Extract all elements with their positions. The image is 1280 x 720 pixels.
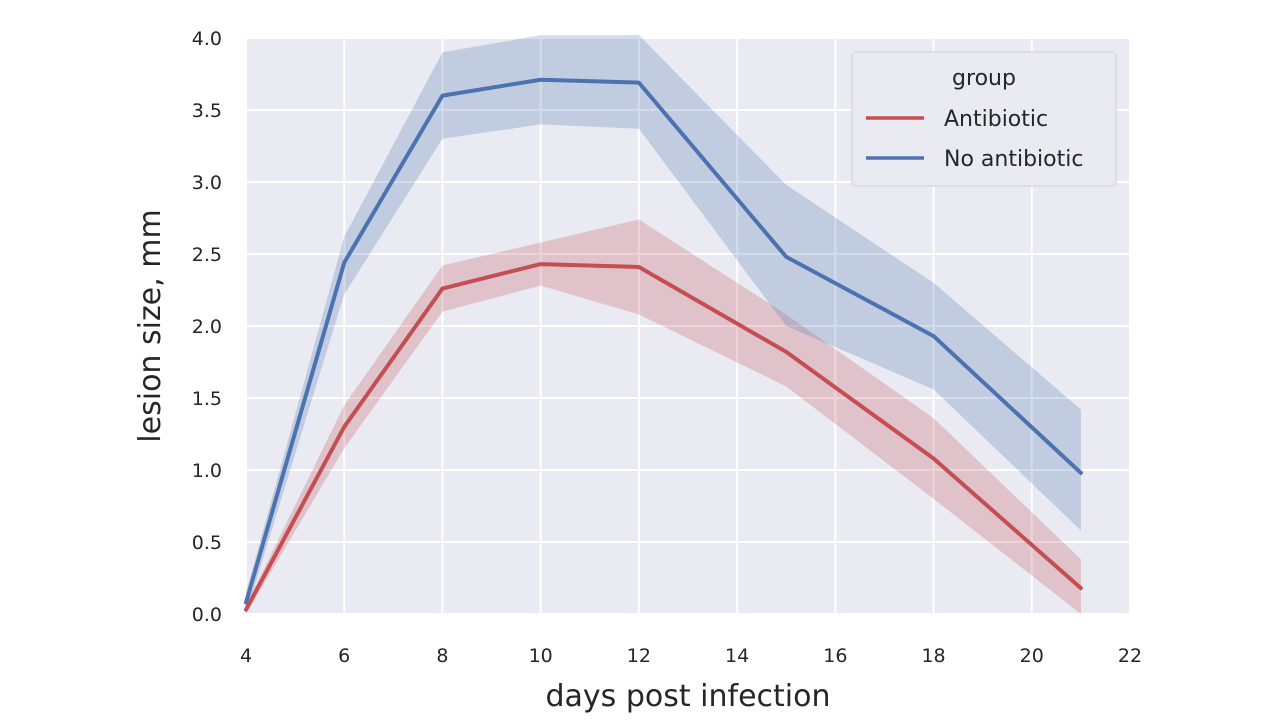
y-tick-label: 3.5 (192, 100, 222, 122)
x-tick-label: 4 (240, 645, 252, 667)
legend-title: group (952, 66, 1016, 91)
legend-label-no-antibiotic: No antibiotic (944, 147, 1083, 172)
series-line-no-antibiotic (244, 77, 1083, 605)
legend: group Antibiotic No antibiotic (851, 51, 1117, 187)
x-tick-label: 10 (529, 645, 553, 667)
series-lines (244, 77, 1083, 612)
x-tick-label: 8 (436, 645, 448, 667)
x-tick-label: 6 (338, 645, 350, 667)
y-axis-ticks: 0.0 0.5 1.0 1.5 2.0 2.5 3.0 3.5 4.0 (192, 28, 222, 626)
y-tick-label: 2.0 (192, 316, 222, 338)
y-tick-label: 2.5 (192, 244, 222, 266)
y-tick-label: 0.5 (192, 532, 222, 554)
y-tick-label: 3.0 (192, 172, 222, 194)
x-tick-label: 20 (1020, 645, 1044, 667)
legend-label-antibiotic: Antibiotic (944, 107, 1048, 132)
x-tick-label: 14 (725, 645, 749, 667)
x-axis-title: days post infection (546, 679, 831, 714)
y-tick-label: 1.5 (192, 388, 222, 410)
y-tick-label: 0.0 (192, 604, 222, 626)
x-tick-label: 22 (1118, 645, 1142, 667)
x-tick-label: 18 (921, 645, 945, 667)
x-tick-label: 12 (627, 645, 651, 667)
y-tick-label: 1.0 (192, 460, 222, 482)
ci-band-antibiotic (246, 219, 1081, 614)
y-axis-title: lesion size, mm (133, 209, 168, 442)
x-tick-label: 16 (823, 645, 847, 667)
x-axis-ticks: 4 6 8 10 12 14 16 18 20 22 (240, 645, 1142, 667)
series-line-antibiotic (244, 262, 1083, 612)
legend-box (851, 51, 1117, 187)
y-tick-label: 4.0 (192, 28, 222, 50)
